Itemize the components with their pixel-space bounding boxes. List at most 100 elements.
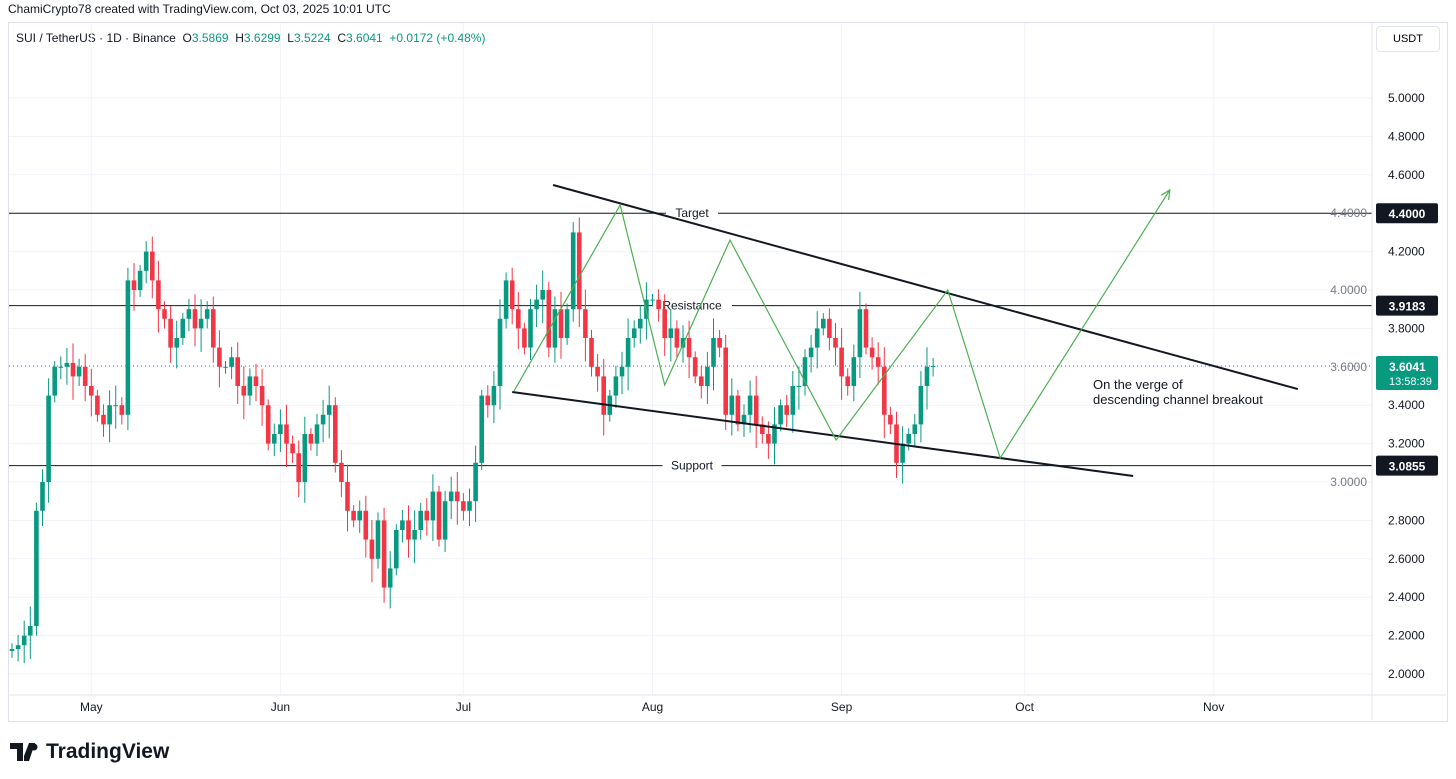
candle-body	[192, 309, 198, 329]
candle-body	[412, 530, 417, 540]
tradingview-logo-text: TradingView	[46, 740, 170, 763]
candle-body	[76, 366, 82, 377]
symbol-name[interactable]: SUI / TetherUS · 1D · Binance	[16, 31, 176, 45]
candle-body	[662, 309, 667, 338]
candle-body	[699, 376, 704, 386]
candle-body	[827, 318, 832, 338]
candle-body	[753, 395, 759, 425]
y-tick-label: 3.0000	[1330, 475, 1367, 489]
price-level-badge-text: 4.4000	[1389, 207, 1426, 221]
candle-body	[204, 309, 210, 319]
candle-body	[473, 462, 478, 502]
y-tick-label: 3.8000	[1388, 321, 1425, 335]
candle-body	[625, 338, 631, 367]
price-level-badge-text: 3.9183	[1389, 300, 1426, 314]
price-level-badge	[1376, 295, 1438, 316]
candle-body	[278, 424, 283, 434]
tradingview-logo-icon	[10, 743, 38, 761]
candle-body	[381, 520, 387, 588]
candle-body	[509, 280, 515, 310]
candle-body	[863, 309, 869, 348]
candle-body	[290, 443, 295, 454]
x-tick-label: Jun	[271, 700, 290, 714]
candle-body	[479, 395, 484, 463]
candle-body	[119, 405, 125, 415]
level-label: Support	[671, 459, 714, 473]
arrow-head-icon	[1160, 188, 1171, 200]
zigzag-path	[513, 189, 1171, 460]
candle-body	[34, 510, 39, 626]
candle-body	[845, 376, 850, 386]
candle-body	[241, 386, 247, 396]
candle-body	[570, 232, 576, 310]
x-tick-label: Jul	[456, 700, 471, 714]
y-tick-label: 3.2000	[1388, 437, 1425, 451]
candle-body	[394, 530, 399, 569]
candle-body	[906, 434, 911, 444]
candle-body	[400, 520, 405, 530]
candle-body	[326, 405, 332, 415]
candle-body	[156, 280, 161, 310]
candle-body	[784, 405, 789, 415]
candle-body	[821, 318, 826, 329]
y-tick-label: 2.2000	[1388, 629, 1425, 643]
tradingview-logo[interactable]: TradingView	[10, 740, 169, 764]
candle-body	[760, 424, 765, 434]
candle-body	[369, 539, 375, 559]
change-value: +0.0172 (+0.48%)	[389, 31, 486, 45]
x-tick-label: Aug	[642, 700, 663, 714]
candle-body	[564, 309, 570, 338]
candle-body	[15, 645, 21, 650]
candle-body	[808, 347, 814, 358]
x-tick-label: May	[80, 700, 103, 714]
candle-body	[735, 395, 741, 425]
candle-body	[918, 386, 924, 425]
x-tick-label: Nov	[1203, 700, 1224, 714]
price-level-badge	[1376, 455, 1438, 476]
y-tick-label: 4.2000	[1388, 245, 1425, 259]
y-tick-label: 5.0000	[1388, 91, 1425, 105]
candle-body	[869, 347, 875, 358]
y-tick-label: 2.6000	[1388, 552, 1425, 566]
candle-body	[95, 395, 100, 415]
last-price-badge	[1376, 356, 1438, 391]
low-value: 3.5224	[293, 31, 331, 45]
x-tick-label: Sep	[831, 700, 853, 714]
candle-body	[497, 318, 503, 386]
level-label-bg	[666, 205, 718, 221]
y-tick-label: 2.4000	[1388, 590, 1425, 604]
candle-body	[528, 309, 533, 348]
candle-body	[546, 290, 552, 348]
candle-body	[320, 414, 326, 425]
candle-body	[302, 434, 308, 482]
candle-body	[558, 309, 564, 338]
y-tick-label: 4.4000	[1330, 206, 1367, 220]
candle-body	[101, 414, 106, 425]
candle-body	[912, 424, 918, 434]
candle-body	[839, 347, 844, 377]
candle-body	[406, 520, 411, 540]
currency-button[interactable]: USDT	[1376, 26, 1440, 52]
candle-body	[851, 357, 857, 386]
level-label: Target	[675, 206, 709, 220]
candle-body	[137, 270, 143, 290]
candle-body	[772, 424, 777, 444]
chart-frame[interactable]	[8, 22, 1448, 722]
x-tick-label: Oct	[1015, 700, 1034, 714]
candle-body	[357, 510, 362, 521]
annotation-text: descending channel breakout	[1093, 392, 1263, 407]
candle-body	[314, 424, 320, 444]
close-value: 3.6041	[346, 31, 383, 45]
candle-body	[113, 405, 118, 407]
candle-body	[28, 626, 33, 636]
y-tick-label: 4.6000	[1388, 168, 1425, 182]
candle-body	[790, 386, 796, 415]
candle-body	[272, 434, 277, 444]
candle-body	[58, 366, 64, 368]
candle-body	[833, 338, 838, 348]
candle-body	[601, 376, 606, 415]
countdown-text: 13:58:39	[1389, 376, 1432, 388]
candle-body	[436, 491, 442, 540]
candle-body	[924, 366, 930, 386]
candle-body	[589, 338, 594, 367]
